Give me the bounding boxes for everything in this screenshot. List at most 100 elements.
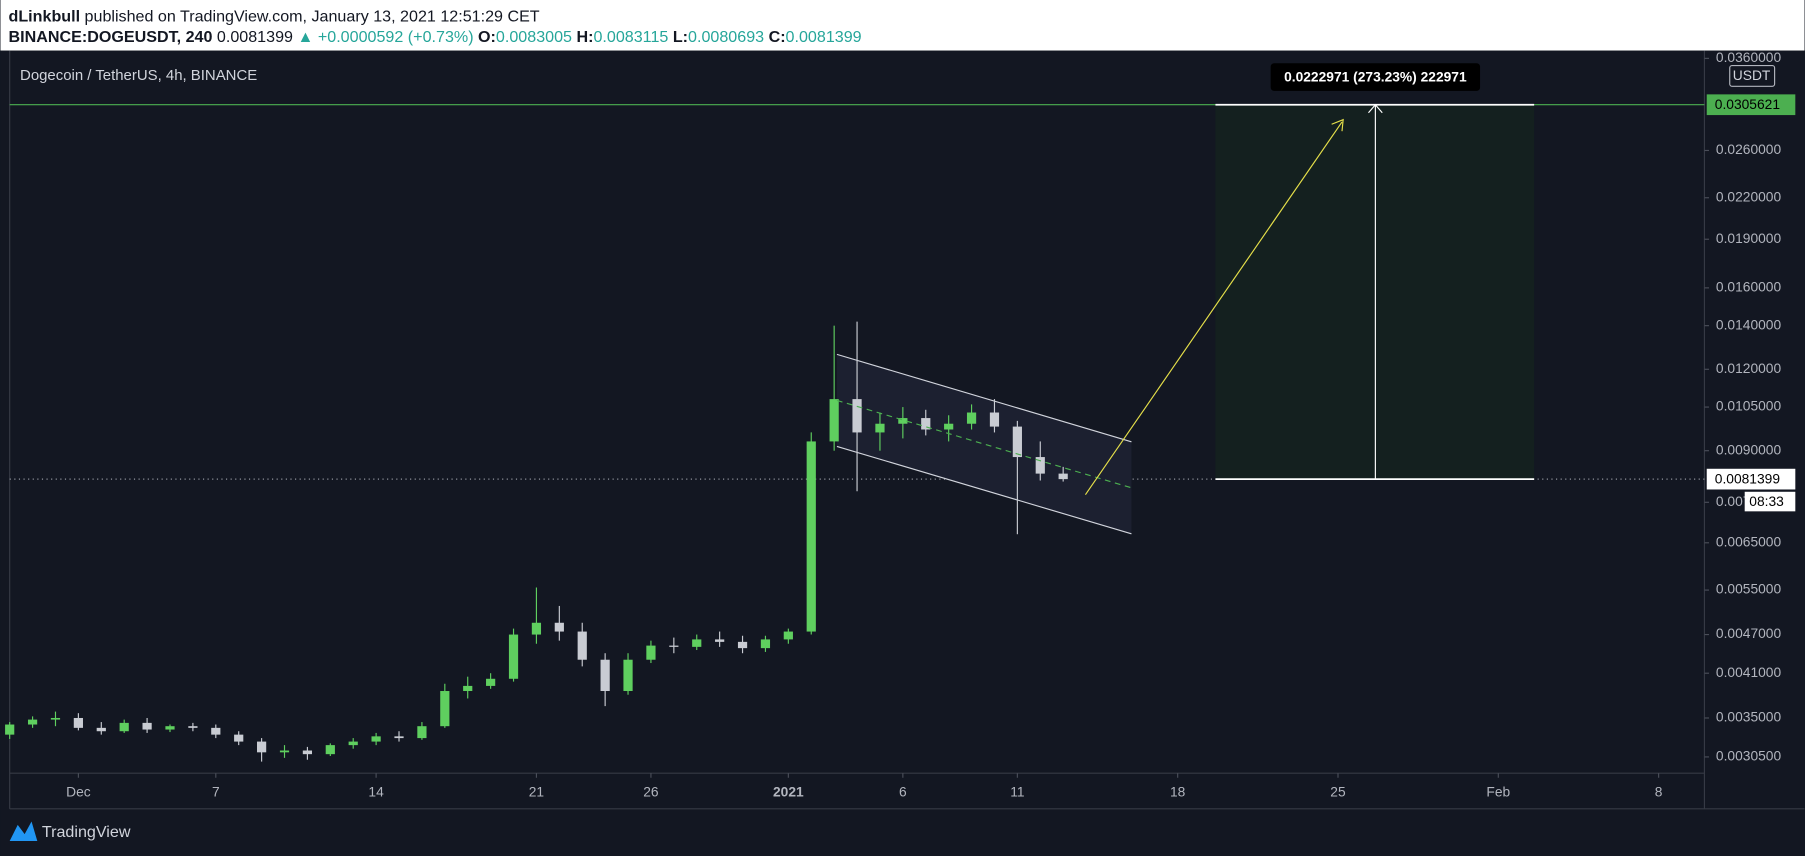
candle-body (1035, 457, 1045, 474)
candles (5, 321, 1068, 762)
candle-body (737, 641, 748, 649)
last: 0.0081399 (217, 28, 293, 46)
change: ▲ +0.0000592 (+0.73%) (297, 28, 473, 46)
candle-body (646, 645, 656, 660)
candle-body (508, 634, 519, 679)
x-tick-label: 25 (1330, 784, 1346, 799)
ohlc-value: 0.0080693 (688, 28, 764, 46)
candle-body (302, 750, 313, 755)
countdown: 08:33 (1749, 494, 1784, 509)
last-price-label: 0.0081399 (1715, 471, 1781, 486)
candle-body (371, 736, 381, 742)
candle-body (692, 639, 702, 647)
candle-body (73, 717, 83, 728)
last-price-box (1706, 468, 1796, 490)
y-tick-label: 0.0360000 (1716, 50, 1782, 65)
candle-body (554, 622, 564, 632)
candle-body (279, 750, 290, 753)
ohlc-label: L: (668, 28, 688, 46)
candle-body (211, 727, 221, 735)
x-tick-label: 14 (368, 784, 384, 799)
y-tick-label: 0.0047000 (1716, 626, 1782, 641)
candle-body (463, 685, 473, 692)
ohlc-label: C: (764, 28, 785, 46)
candle-body (50, 717, 61, 720)
channel-top (836, 353, 1132, 443)
measure-arrow-head (1368, 103, 1383, 114)
candle-body (142, 722, 152, 730)
y-tick-label: 0.0160000 (1716, 280, 1782, 295)
candle-body (417, 726, 427, 739)
ohlc-value: 0.0081399 (786, 28, 862, 46)
ohlc-label: O: (474, 28, 496, 46)
y-tick-label: 0.0190000 (1716, 231, 1782, 246)
channel-bottom (836, 445, 1132, 535)
candle-body (119, 722, 129, 732)
candle-body (989, 412, 1000, 427)
candle-body (348, 741, 358, 746)
y-tick-label: 0.0065000 (1716, 534, 1782, 549)
y-tick-label: 0.0030500 (1716, 749, 1782, 764)
y-tick-label: 0.0120000 (1716, 361, 1782, 376)
candle-body (898, 418, 908, 424)
byline-text: published on TradingView.com, January 13… (85, 8, 540, 26)
author: dLinkbull (9, 8, 81, 26)
x-tick-label: 11 (1010, 784, 1024, 799)
candle-body (669, 645, 679, 647)
symbol: BINANCE:DOGEUSDT, 240 (9, 28, 213, 46)
axes: 0.0360000 0.0260000 0.0220000 0.0190000 0.01… (66, 50, 1796, 799)
candle-body (577, 631, 587, 660)
candle-body (1058, 473, 1068, 480)
candle-body (394, 736, 404, 739)
drawings-under (9, 103, 1705, 480)
byline: dLinkbull published on TradingView.com, … (9, 8, 540, 26)
y-tick-label: 0.0041000 (1716, 665, 1782, 680)
candle-body (829, 399, 839, 442)
candle-body (325, 745, 335, 755)
candle-body (623, 659, 633, 692)
y-tick-label: 0.0035000 (1716, 710, 1782, 725)
logo-shape (9, 821, 38, 842)
currency-box (1729, 65, 1776, 87)
measure-label: 0.0222971 (273.23%) 222971 (1284, 69, 1467, 84)
x-tick-label: 7 (212, 784, 220, 799)
y-tick-label: 0.0140000 (1716, 317, 1782, 332)
y-tick-label: 0.0260000 (1716, 142, 1782, 157)
candle-body (760, 639, 771, 649)
ohlc-value: 0.0083115 (593, 28, 668, 46)
x-tick-label: 26 (643, 784, 659, 799)
target-price-label: 0.0305621 (1715, 97, 1780, 112)
candle-body (188, 726, 198, 728)
ohlc-label: H: (572, 28, 593, 46)
projection-arrow-head (1331, 118, 1344, 132)
candle-body (875, 423, 885, 433)
y-tick-label: 0.0055000 (1716, 582, 1782, 597)
x-tick-label: 6 (899, 784, 907, 799)
candle-body (921, 418, 931, 430)
candle-body (96, 727, 106, 732)
x-tick-label: 8 (1655, 784, 1663, 799)
candle-body (806, 441, 816, 632)
currency: USDT (1733, 68, 1771, 83)
countdown-box (1744, 491, 1796, 512)
projection-arrow (1084, 121, 1343, 496)
header-bg (0, 0, 1805, 51)
candle-body (783, 631, 793, 640)
candle-body (531, 622, 542, 635)
channel-fill (836, 354, 1132, 534)
candle-body (440, 691, 450, 727)
target-price-box (1706, 94, 1796, 116)
candle-body (600, 659, 610, 692)
candle-body (5, 724, 15, 735)
x-tick-label: Dec (66, 784, 91, 799)
brand-logo (9, 821, 38, 842)
candle-body (165, 726, 175, 730)
ohlc: O:0.0083005 H:0.0083115 L:0.0080693 C:0.… (474, 28, 862, 46)
candle-body (715, 639, 725, 642)
candle-body (1012, 426, 1022, 458)
y-tick-label: 0.0220000 (1716, 189, 1782, 204)
brand: TradingView (42, 823, 131, 841)
candle-body (944, 423, 954, 430)
candle-body (27, 719, 38, 725)
x-tick-label: 2021 (773, 784, 804, 799)
